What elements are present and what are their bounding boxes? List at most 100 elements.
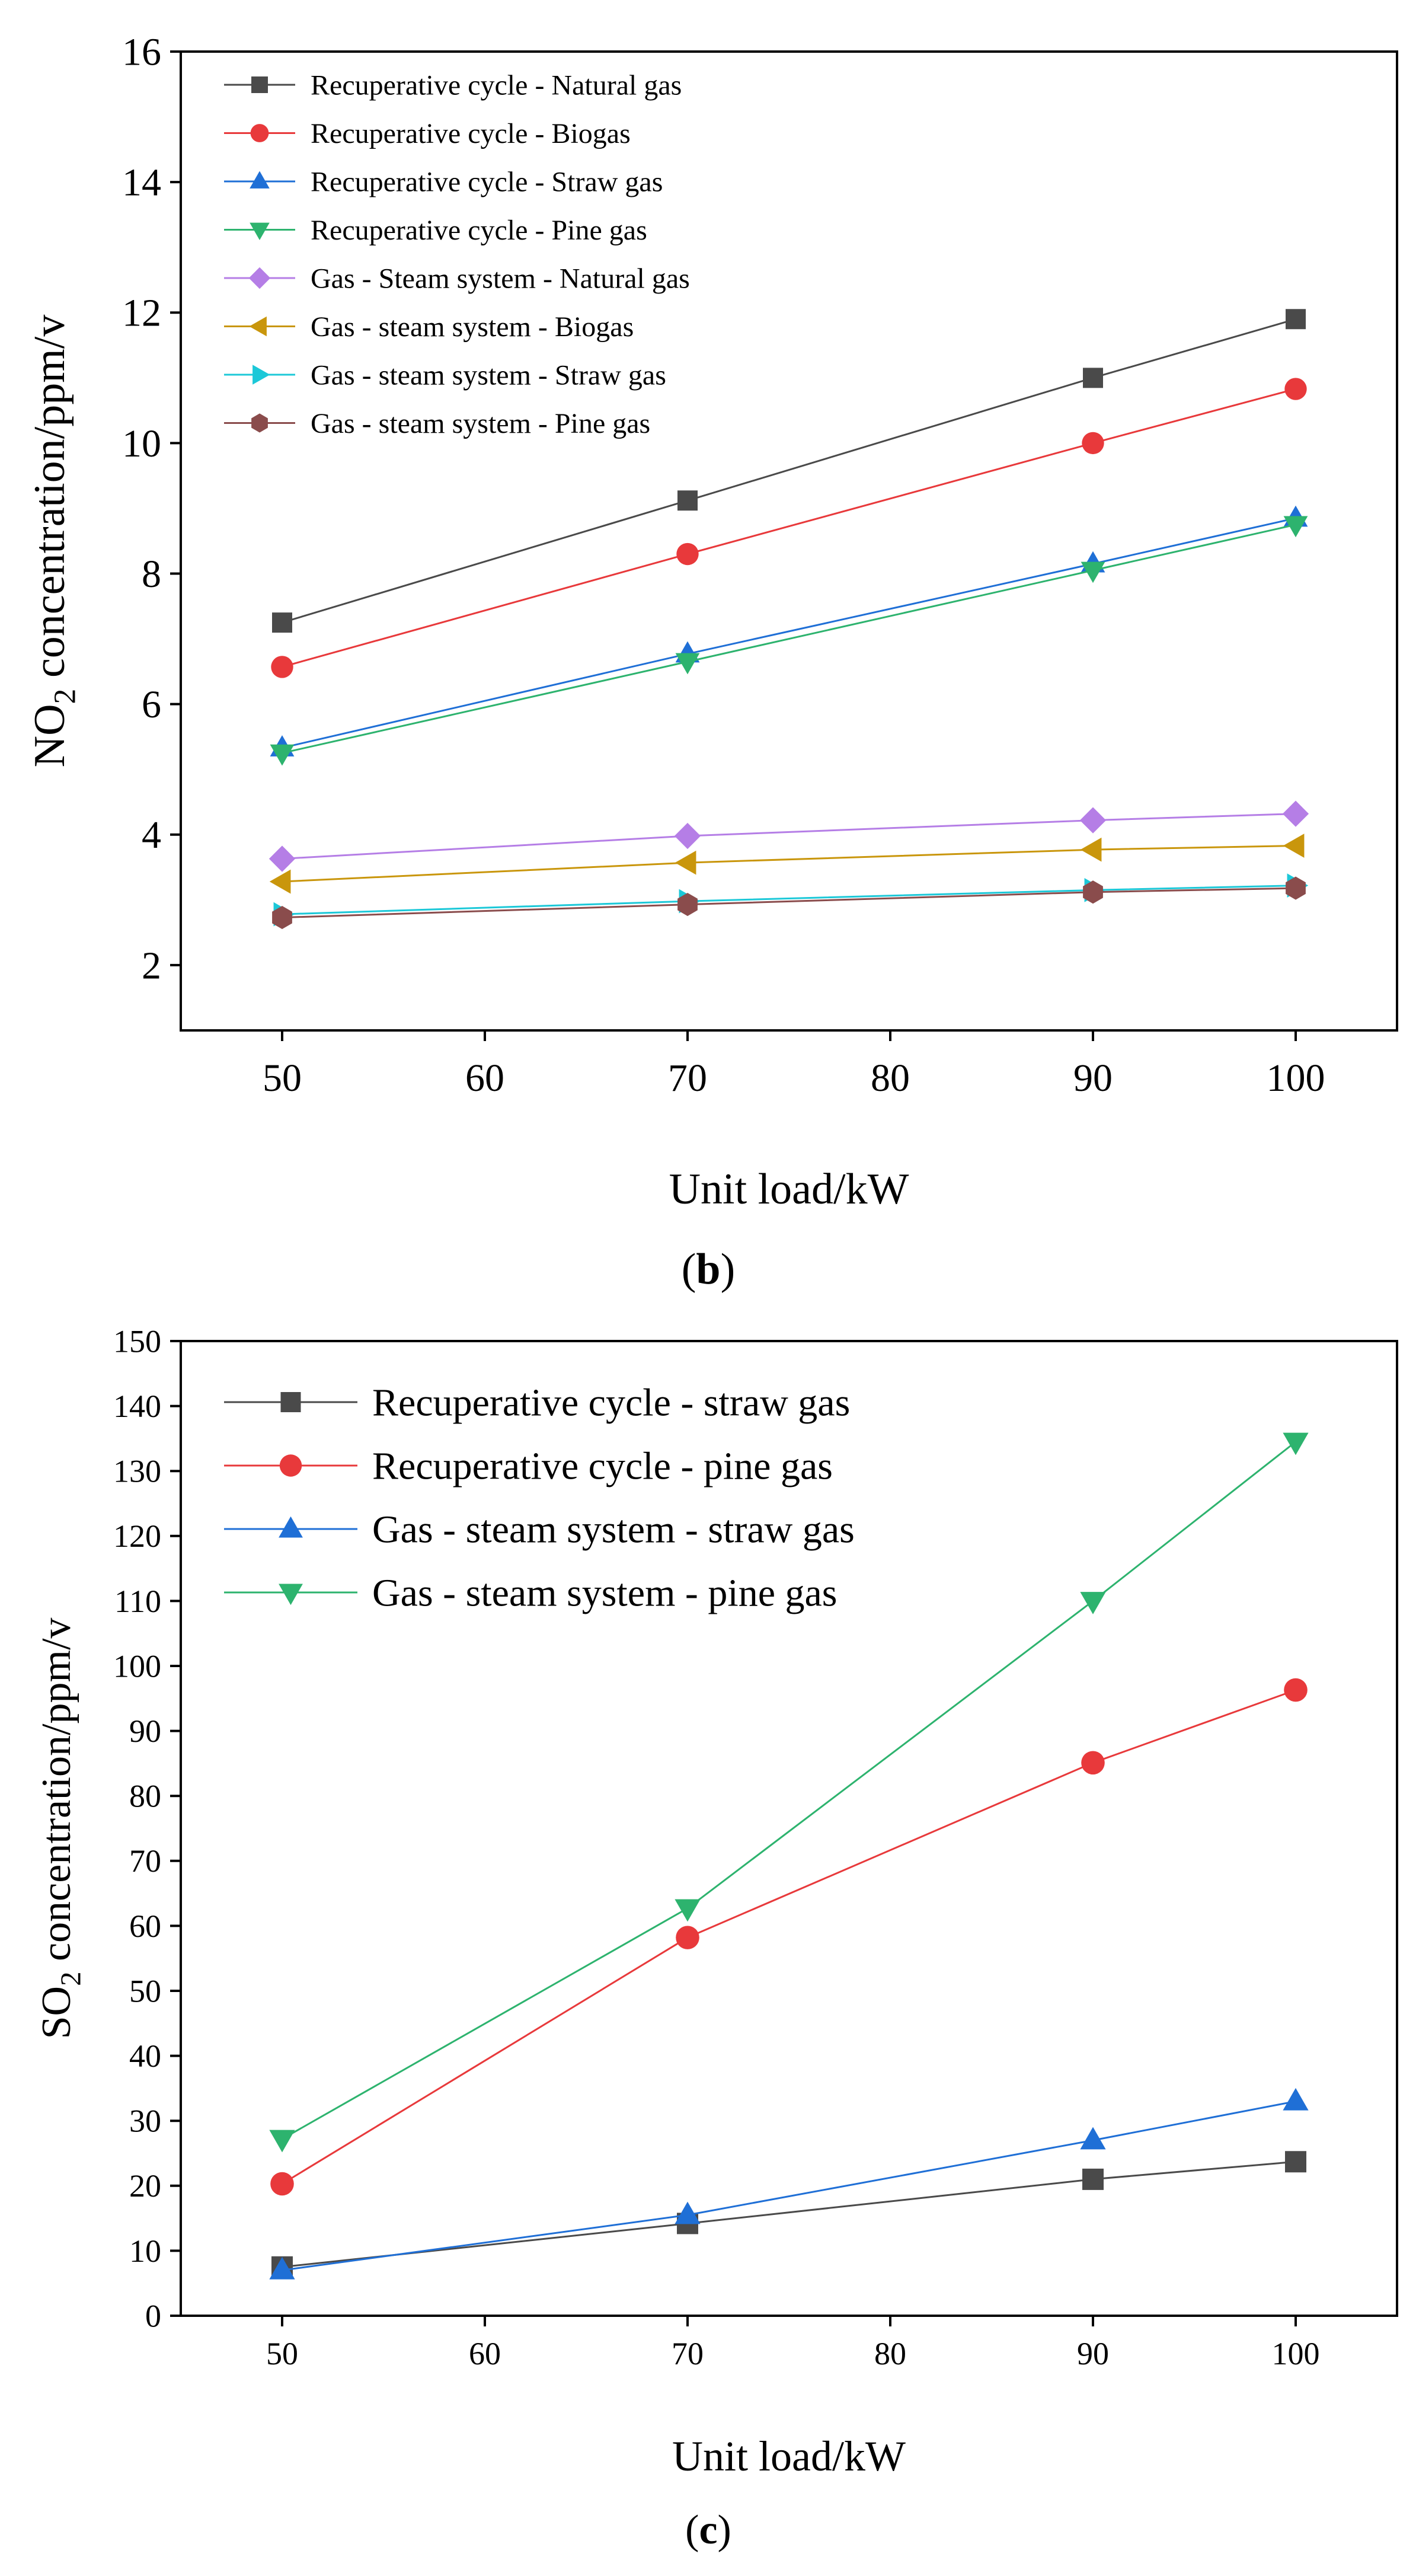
series-line-2 [282, 1689, 1296, 2185]
series-line-8 [282, 887, 1296, 919]
data-point-s2 [1284, 1678, 1308, 1702]
legend-marker [280, 1392, 301, 1412]
legend-marker [279, 1454, 302, 1477]
x-tick-label: 70 [672, 2336, 704, 2371]
y-tick-label: 16 [122, 30, 161, 74]
y-tick-label: 60 [129, 1908, 161, 1944]
legend-item: Gas - steam system - straw gas [224, 1508, 855, 1551]
y-tick-label: 14 [122, 161, 161, 205]
plot-frame [180, 1340, 1398, 2317]
data-point-s4 [675, 653, 700, 675]
data-point-s2 [270, 2172, 294, 2196]
y-tick-label: 150 [113, 1323, 161, 1359]
panel-paren: ) [721, 1245, 736, 1294]
legend-label: Gas - steam system - Straw gas [311, 359, 666, 391]
legend-marker [279, 1584, 303, 1605]
panel-label: (b) [682, 1245, 735, 1294]
legend-label: Gas - steam system - pine gas [372, 1571, 838, 1614]
data-point-s4 [270, 744, 295, 766]
panel-letter: c [699, 2507, 717, 2553]
y-tick-label: 2 [142, 944, 161, 987]
data-point-s4 [1081, 561, 1105, 583]
y-tick-label: 100 [113, 1648, 161, 1684]
legend-marker [251, 76, 268, 93]
y-tick-label: 20 [129, 2168, 161, 2204]
data-point-s6 [1080, 837, 1102, 862]
x-tick-label: 90 [1073, 1056, 1113, 1100]
y-axis-label-subscript: 2 [55, 1971, 87, 1986]
chart-b: 50 60 70 80 90 100 2 4 6 8 10 12 14 16 Recuperative cy… [25, 30, 1398, 1294]
legend: Recuperative cycle - Natural gas Recupera… [224, 69, 690, 439]
x-tick-label: 90 [1077, 2336, 1109, 2371]
legend-label: Recuperative cycle - Natural gas [311, 69, 682, 101]
y-tick-label: 110 [114, 1584, 161, 1619]
data-point-s6 [675, 850, 696, 875]
y-tick-label: 120 [113, 1518, 161, 1554]
legend-marker [248, 267, 271, 289]
y-tick-label: 10 [129, 2233, 161, 2269]
data-point-s5 [1079, 807, 1107, 834]
x-tick-label: 60 [469, 2336, 501, 2371]
data-point-s5 [1282, 800, 1309, 827]
data-point-s4 [1080, 1592, 1106, 1614]
x-tick-label: 50 [266, 2336, 298, 2371]
y-axis-label-rest: concentration/ppm/v [25, 315, 74, 689]
panel-letter: b [696, 1245, 720, 1294]
data-point-s2 [1081, 1751, 1105, 1775]
legend-label: Recuperative cycle - Straw gas [311, 166, 663, 197]
data-point-s2 [1082, 432, 1104, 455]
data-point-s1 [677, 490, 698, 511]
y-tick-label: 130 [113, 1454, 161, 1489]
y-tick-label: 6 [142, 683, 161, 726]
plot-frame [180, 50, 1398, 1032]
x-tick-label: 60 [465, 1056, 504, 1100]
y-tick-label: 8 [142, 553, 161, 596]
data-point-s1 [272, 612, 292, 633]
x-tick-label: 70 [668, 1056, 707, 1100]
series-line-7 [282, 885, 1296, 915]
x-tick-label: 80 [871, 1056, 910, 1100]
legend-label: Gas - steam system - straw gas [372, 1508, 855, 1551]
y-tick-label: 0 [145, 2298, 161, 2334]
data-point-s1 [1285, 2151, 1306, 2173]
legend-label: Recuperative cycle - straw gas [372, 1381, 850, 1424]
legend-marker [249, 316, 267, 337]
x-tick-label: 100 [1267, 1056, 1325, 1100]
legend-label: Gas - Steam system - Natural gas [311, 263, 690, 294]
series-line-2 [282, 388, 1296, 668]
data-point-s2 [1284, 378, 1307, 400]
y-tick-label: 80 [129, 1779, 161, 1814]
legend-label: Gas - steam system - Biogas [311, 311, 634, 343]
y-tick-label: 90 [129, 1713, 161, 1749]
series-line-3 [282, 2100, 1296, 2271]
legend-item: Gas - steam system - Pine gas [224, 408, 650, 439]
legend-marker [252, 365, 270, 385]
legend-item: Recuperative cycle - Straw gas [224, 166, 663, 197]
data-point-s5 [674, 822, 701, 850]
data-point-s3 [269, 2256, 295, 2280]
legend-item: Gas - steam system - Biogas [224, 311, 634, 343]
legend-item: Recuperative cycle - Natural gas [224, 69, 682, 101]
legend-item: Gas - steam system - pine gas [224, 1571, 838, 1614]
data-point-s6 [269, 869, 291, 894]
y-axis-label-main: SO [34, 1986, 79, 2039]
panel-paren: ) [718, 2507, 731, 2553]
legend-item: Gas - Steam system - Natural gas [224, 263, 690, 294]
data-point-s4 [269, 2130, 295, 2153]
series-line-6 [282, 845, 1296, 883]
series-line-4 [282, 524, 1296, 754]
legend-item: Gas - steam system - Straw gas [224, 359, 666, 391]
y-axis-label-main: NO [25, 704, 74, 767]
data-point-s4 [675, 1899, 701, 1922]
data-point-s8 [1083, 880, 1103, 904]
y-tick-label: 10 [122, 422, 161, 465]
y-axis-label: SO2 concentration/ppm/v [34, 1618, 87, 2039]
legend-item: Recuperative cycle - Biogas [224, 118, 631, 149]
legend-marker [279, 1516, 303, 1538]
x-axis-label: Unit load/kW [672, 2433, 906, 2480]
legend-marker [250, 124, 269, 142]
x-tick-label: 50 [263, 1056, 302, 1100]
data-point-s1 [1082, 2168, 1104, 2190]
data-point-s5 [269, 845, 296, 872]
